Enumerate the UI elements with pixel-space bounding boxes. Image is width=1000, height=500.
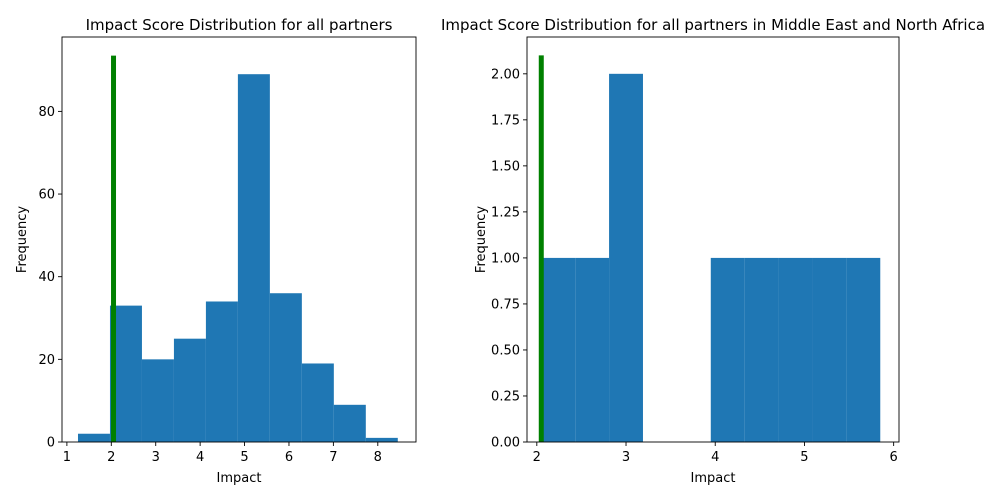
histogram-bar bbox=[77, 433, 110, 442]
histogram-bar bbox=[173, 338, 206, 442]
histogram-bar bbox=[778, 257, 813, 442]
y-tick-label: 2.00 bbox=[491, 67, 520, 82]
y-tick-label: 0 bbox=[47, 436, 55, 451]
x-tick-label: 4 bbox=[711, 450, 719, 465]
y-tick-label: 20 bbox=[38, 353, 55, 368]
y-tick-label: 0.75 bbox=[491, 297, 520, 312]
y-tick-label: 40 bbox=[38, 270, 55, 285]
plot-frame bbox=[526, 36, 900, 443]
chart-2: 2 3 4 5 6 0.00 0.25 0.50 0.75 1.00 1.25 1.50 1.75 2.0… bbox=[441, 16, 985, 486]
histogram-bar bbox=[575, 257, 610, 442]
histogram-bar bbox=[846, 257, 881, 442]
x-tick-label: 3 bbox=[622, 450, 630, 465]
x-tick-label: 3 bbox=[152, 450, 160, 465]
chart-title: Impact Score Distribution for all partne… bbox=[441, 16, 985, 34]
x-tick-label: 5 bbox=[240, 450, 248, 465]
y-tick-label: 1.25 bbox=[491, 205, 520, 220]
x-tick-label: 8 bbox=[374, 450, 382, 465]
y-tick-label: 1.00 bbox=[491, 251, 520, 266]
x-axis-title: Impact bbox=[217, 471, 262, 486]
histogram-bar bbox=[237, 74, 270, 442]
x-tick-label: 2 bbox=[533, 450, 541, 465]
histogram-bar bbox=[301, 363, 334, 442]
x-tick-label: 6 bbox=[890, 450, 898, 465]
y-tick-label: 0.50 bbox=[491, 343, 520, 358]
histogram-bar bbox=[205, 301, 238, 442]
histogram-bar bbox=[812, 257, 847, 442]
histogram-bar bbox=[365, 437, 398, 442]
histogram-bar bbox=[333, 404, 366, 442]
x-tick-label: 1 bbox=[63, 450, 71, 465]
histogram-bar bbox=[744, 257, 779, 442]
y-tick-label: 60 bbox=[38, 188, 55, 203]
y-tick-label: 0.25 bbox=[491, 389, 520, 404]
y-tick-label: 1.50 bbox=[491, 159, 520, 174]
x-tick-label: 4 bbox=[196, 450, 204, 465]
x-tick-label: 5 bbox=[800, 450, 808, 465]
y-axis-title: Frequency bbox=[474, 206, 489, 273]
y-tick-label: 1.75 bbox=[491, 113, 520, 128]
histogram-bar bbox=[609, 73, 643, 443]
y-axis-title: Frequency bbox=[15, 206, 30, 273]
histogram-bar bbox=[269, 293, 302, 442]
x-tick-label: 7 bbox=[329, 450, 337, 465]
histogram-bar bbox=[541, 257, 576, 442]
x-tick-label: 6 bbox=[285, 450, 293, 465]
histogram-bar bbox=[141, 359, 174, 442]
histogram-bar bbox=[710, 257, 745, 442]
chart-title: Impact Score Distribution for all partne… bbox=[86, 16, 393, 34]
plot-frame bbox=[61, 36, 417, 443]
x-tick-label: 2 bbox=[107, 450, 115, 465]
y-tick-label: 80 bbox=[38, 105, 55, 120]
x-axis-title: Impact bbox=[691, 471, 736, 486]
y-tick-label: 0.00 bbox=[491, 436, 520, 451]
